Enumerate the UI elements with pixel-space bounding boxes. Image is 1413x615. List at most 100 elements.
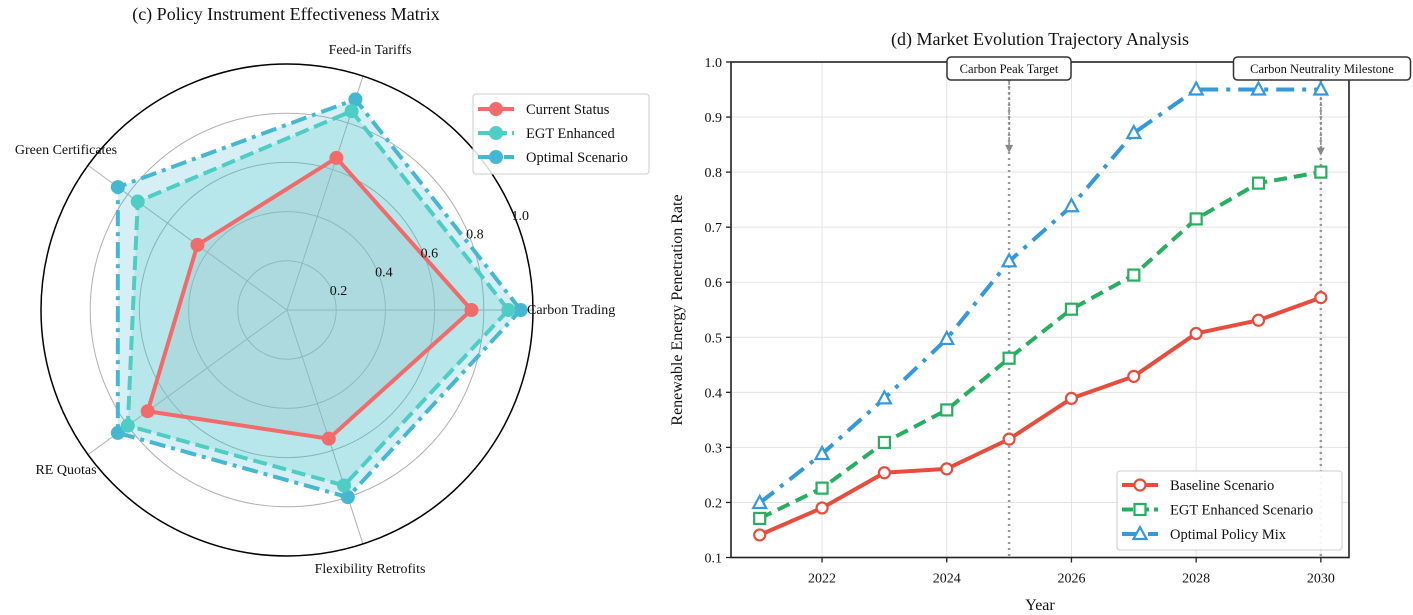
data-point: [813, 444, 831, 461]
data-point: [1314, 291, 1328, 305]
radar-category-label: Flexibility Retrofits: [315, 562, 426, 577]
radar-point: [337, 478, 352, 493]
line-chart: (d) Market Evolution Trajectory Analysis…: [669, 29, 1412, 614]
radar-series: [110, 92, 528, 505]
data-point: [1314, 165, 1328, 179]
data-point: [1189, 326, 1203, 341]
data-point: [1312, 80, 1330, 96]
line-legend-label: Optimal Policy Mix: [1170, 527, 1287, 543]
y-tick-label: 0.4: [705, 386, 723, 401]
line-axes: 0.1 0.2 0.3 0.4 0.5 0.6 0.7 0.8 0.9 1.0 2022 2024 20…: [705, 56, 1350, 587]
data-point: [1064, 391, 1079, 405]
radar-category-label: Carbon Trading: [527, 303, 615, 318]
annotation-box: [946, 56, 1072, 81]
data-point: [1189, 212, 1203, 226]
radar-spoke: [286, 309, 364, 545]
line-series: [751, 80, 1330, 542]
x-tick-label: 2030: [1307, 572, 1335, 587]
radar-point: [130, 194, 145, 209]
radar-legend-label: Current Status: [526, 102, 610, 118]
radar-point: [190, 237, 205, 252]
radar-fill-0: [147, 157, 472, 439]
data-point: [876, 389, 893, 405]
radar-line-2: [115, 97, 523, 500]
radar-r-tick-label: 0.8: [466, 228, 484, 243]
radar-outer-circle: [40, 63, 534, 557]
radar-r-tick-label: 1.0: [512, 209, 530, 224]
line-legend: Baseline Scenario EGT Enhanced Scenario Op…: [1116, 470, 1343, 551]
data-point: [1002, 432, 1016, 446]
radar-legend-marker: [489, 102, 503, 116]
data-point: [1187, 80, 1205, 96]
data-point: [877, 466, 892, 480]
y-tick-label: 0.2: [705, 496, 723, 511]
radar-grid: [40, 63, 534, 557]
data-point: [940, 403, 954, 417]
x-tick-label: 2028: [1182, 572, 1210, 587]
data-point: [751, 493, 769, 510]
data-point: [1251, 176, 1266, 190]
data-point: [1251, 313, 1266, 327]
y-axis-label: Renewable Energy Penetration Rate: [669, 194, 686, 425]
radar-legend-marker: [489, 126, 503, 140]
y-tick-label: 0.1: [705, 552, 723, 567]
radar-point: [348, 92, 363, 107]
line-legend-marker: [1131, 524, 1149, 541]
radar-legend-marker: [489, 150, 503, 164]
radar-fill-1: [127, 111, 509, 486]
line-series-0: [758, 295, 1322, 537]
radar-r-tick-label: 0.6: [421, 247, 439, 262]
radar-legend-label: EGT Enhanced: [526, 126, 615, 142]
data-point: [815, 501, 829, 515]
line-legend-label: EGT Enhanced Scenario: [1170, 503, 1313, 519]
data-point: [1127, 369, 1141, 383]
x-tick-label: 2022: [808, 572, 836, 587]
line-title: (d) Market Evolution Trajectory Analysis: [891, 29, 1189, 50]
y-tick-label: 0.9: [705, 111, 723, 126]
y-tick-label: 0.3: [705, 441, 723, 456]
x-tick-label: 2026: [1057, 572, 1085, 587]
line-legend-marker: [1133, 502, 1147, 517]
radar-point: [501, 303, 516, 317]
radar-r-tick-label: 0.4: [375, 265, 393, 280]
radar-legend-box: [472, 93, 650, 175]
y-tick-label: 0.5: [705, 331, 723, 346]
line-series-2: [758, 87, 1321, 505]
radar-r-tick-label: 0.2: [330, 284, 348, 299]
data-point: [1064, 302, 1079, 316]
data-point: [1002, 351, 1016, 365]
annotation-label: Carbon Peak Target: [960, 62, 1059, 76]
radar-point: [140, 404, 155, 419]
data-point: [1000, 251, 1018, 268]
radar-point: [321, 431, 336, 446]
data-point: [940, 462, 954, 476]
line-series-1: [758, 170, 1322, 521]
radar-line-0: [145, 155, 474, 441]
annotation-arrow-head: [1005, 144, 1014, 153]
data-point: [1125, 123, 1143, 140]
data-point: [1127, 268, 1141, 282]
radar-category-label: Green Certificates: [15, 143, 117, 158]
radar-legend: Current Status EGT Enhanced Optimal Scenar…: [472, 93, 650, 175]
radar-category-label: Feed-in Tariffs: [329, 43, 412, 58]
radar-line-1: [125, 109, 511, 488]
radar-point: [513, 303, 528, 317]
y-tick-label: 0.8: [705, 166, 723, 181]
annotation-label: Carbon Neutrality Milestone: [1250, 62, 1394, 76]
x-tick-label: 2024: [933, 572, 961, 587]
annotation-box: [1232, 56, 1412, 81]
radar-point: [110, 425, 125, 440]
radar-point: [344, 104, 359, 119]
data-point: [1250, 80, 1267, 96]
y-tick-label: 0.6: [705, 276, 723, 291]
data-point: [877, 435, 892, 450]
radar-point: [340, 490, 355, 505]
radar-category-label: RE Quotas: [35, 463, 96, 478]
radar-point: [110, 180, 125, 195]
line-legend-marker: [1133, 478, 1147, 492]
radar-point: [329, 150, 344, 165]
radar-legend-label: Optimal Scenario: [526, 150, 628, 166]
data-point: [753, 511, 767, 526]
data-point: [815, 481, 829, 495]
